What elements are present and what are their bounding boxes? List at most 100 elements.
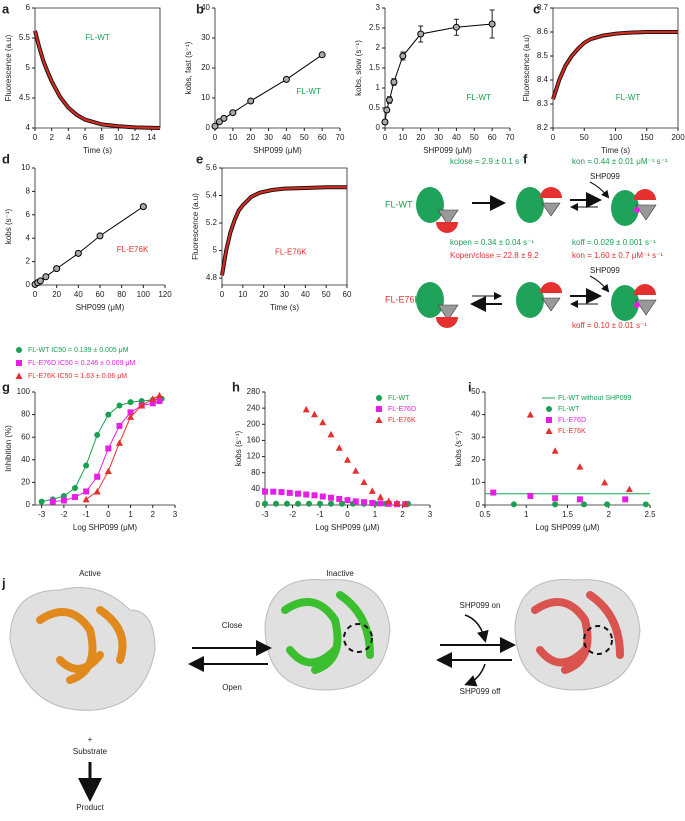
point (83, 488, 90, 495)
domain (635, 299, 657, 316)
x-tick-label: 100 (609, 133, 623, 142)
y-tick-label: 2 (26, 257, 31, 266)
point (490, 489, 497, 496)
y-axis-label: kobs, fast (s⁻¹) (184, 41, 193, 94)
point (319, 493, 326, 500)
point (551, 447, 559, 454)
x-tick-label: 30 (434, 133, 443, 142)
annotation: FL-WT (616, 93, 641, 102)
x-tick-label: 70 (336, 133, 345, 142)
annotation: FL-E76K (275, 247, 307, 256)
x-tick-label: 40 (74, 290, 83, 299)
domain (635, 204, 657, 221)
y-tick-label: 2.5 (369, 23, 381, 32)
point (138, 402, 146, 409)
point (377, 493, 384, 500)
x-tick-label: 8 (99, 133, 104, 142)
product: Product (76, 803, 104, 812)
domain (437, 209, 459, 226)
point (105, 445, 112, 452)
point (116, 422, 123, 429)
x-tick-label: 0 (551, 133, 556, 142)
x-tick-label: 80 (117, 290, 126, 299)
transition: Close (222, 621, 243, 630)
domain (437, 304, 459, 321)
point (552, 495, 559, 502)
legend-marker (16, 360, 22, 366)
ligand-dot (634, 207, 640, 213)
y-tick-label: 8.5 (537, 51, 549, 60)
panel-label: e (196, 151, 203, 166)
transition: SHP099 on (460, 601, 501, 610)
point (295, 490, 301, 497)
point (604, 501, 611, 508)
y-tick-label: 20 (201, 63, 210, 72)
y-axis-label: Fluorescence (a.u) (4, 34, 13, 101)
point (49, 498, 56, 505)
point (318, 51, 326, 59)
legend-marker (545, 427, 553, 434)
y-tick-label: 10 (21, 163, 30, 172)
arrow (589, 275, 610, 293)
y-tick-label: 40 (21, 455, 30, 464)
point (53, 265, 61, 273)
point (36, 277, 44, 285)
point (295, 500, 301, 507)
point (211, 122, 219, 130)
point (335, 444, 343, 451)
point (352, 467, 360, 474)
point (527, 492, 534, 499)
x-tick-label: 2.5 (644, 510, 656, 519)
y-tick-label: 4.5 (19, 93, 31, 102)
legend-marker (376, 406, 382, 412)
point (220, 114, 228, 122)
point (273, 500, 279, 507)
domain (416, 282, 444, 318)
x-tick-label: 4 (66, 133, 71, 142)
x-tick-label: -1 (316, 510, 324, 519)
y-tick-label: 1.5 (369, 63, 381, 72)
point (368, 487, 376, 494)
legend-marker (376, 395, 382, 401)
panel-label: i (468, 379, 472, 394)
panel-label: d (2, 151, 10, 166)
point (344, 456, 351, 463)
x-tick-label: 0 (213, 133, 218, 142)
point (262, 488, 268, 495)
x-tick-label: 60 (343, 290, 352, 299)
y-tick-label: 8.6 (537, 27, 549, 36)
panel-label: g (2, 379, 10, 394)
x-tick-label: 0 (383, 133, 388, 142)
pocket (343, 623, 373, 653)
axis (34, 7, 161, 129)
y-tick-label: 5.2 (206, 218, 218, 227)
protein (531, 591, 624, 674)
x-axis-label: Time (s) (601, 146, 630, 155)
x-tick-label: 0 (33, 290, 38, 299)
point (96, 232, 104, 240)
x-tick-label: 70 (506, 133, 515, 142)
y-tick-label: 6 (26, 210, 31, 219)
x-axis-label: Log SHP099 (μM) (535, 523, 600, 532)
pocket (583, 625, 613, 655)
transition: Open (222, 683, 242, 692)
y-axis-label: kobs (s⁻¹) (4, 209, 13, 245)
x-tick-label: 10 (228, 133, 237, 142)
point (369, 499, 376, 506)
point (38, 498, 45, 505)
y-tick-label: 160 (247, 436, 261, 445)
point (306, 500, 312, 507)
x-tick-label: 20 (416, 133, 425, 142)
point (381, 118, 389, 126)
point (74, 249, 82, 257)
point (417, 30, 425, 38)
point (339, 500, 345, 507)
domain (436, 222, 458, 233)
legend-label: FL-WT (558, 406, 580, 413)
data-trace (33, 30, 161, 130)
y-tick-label: 5 (26, 63, 31, 72)
legend-marker (546, 406, 552, 412)
y-tick-label: 4 (26, 123, 31, 132)
point (393, 499, 401, 506)
y-axis-label: kobs (s⁻¹) (234, 431, 243, 467)
